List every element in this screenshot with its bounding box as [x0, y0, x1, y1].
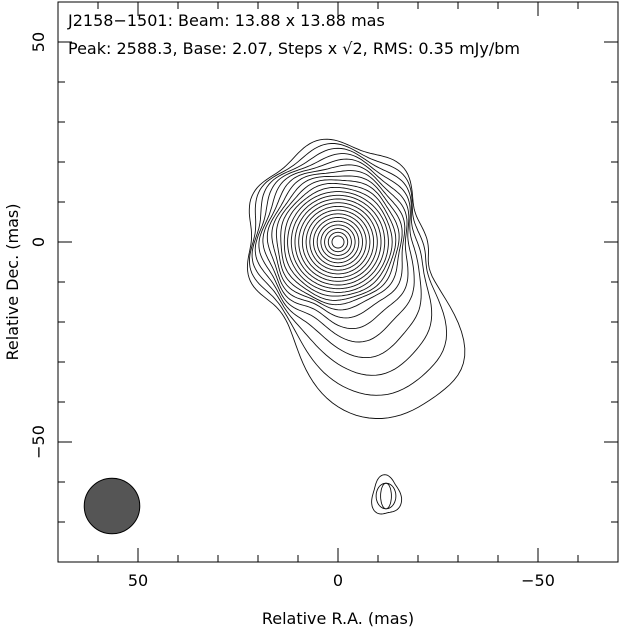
- tick-label: −50: [521, 571, 555, 590]
- core-contour: [298, 202, 378, 282]
- core-contour: [283, 186, 393, 297]
- beam-ellipse: [83, 477, 141, 535]
- y-axis-label: Relative Dec. (mas): [3, 204, 22, 361]
- tick-label: 0: [333, 571, 343, 590]
- core-contour: [251, 147, 433, 376]
- core-contour: [313, 217, 363, 267]
- core-contour: [320, 224, 356, 260]
- core-contour: [287, 191, 389, 293]
- tick-label: 50: [29, 32, 48, 52]
- plot-frame: [57, 1, 619, 563]
- tick-label: −50: [29, 425, 48, 459]
- core-contour: [258, 158, 415, 343]
- core-contour: [254, 153, 422, 359]
- x-axis-label: Relative R.A. (mas): [262, 609, 414, 628]
- core-contour: [290, 194, 386, 290]
- core-contour: [327, 231, 349, 253]
- tick-group: 50 0 −50 50 0 −50: [29, 1, 619, 590]
- core-contour: [266, 170, 406, 319]
- core-contour: [316, 220, 360, 264]
- core-contour: [305, 209, 371, 275]
- core-contour: [280, 182, 397, 301]
- core-contour: [309, 213, 367, 271]
- core-contour: [271, 175, 403, 311]
- core-contour: [331, 235, 345, 249]
- core-contour: [294, 198, 382, 286]
- header-stats: Peak: 2588.3, Base: 2.07, Steps x √2, RM…: [68, 39, 520, 58]
- core-contour: [249, 143, 448, 396]
- core-contour: [246, 138, 466, 419]
- core-contour: [275, 179, 400, 306]
- contour-group: [246, 138, 466, 515]
- secondary-contour: [375, 482, 397, 510]
- core-contour: [262, 164, 409, 330]
- header-title: J2158−1501: Beam: 13.88 x 13.88 mas: [67, 11, 385, 30]
- tick-label: 0: [29, 237, 48, 247]
- tick-label: 50: [128, 571, 148, 590]
- core-contour: [301, 205, 375, 279]
- core-contour: [324, 228, 352, 256]
- secondary-contour: [380, 482, 392, 510]
- secondary-contour: [371, 474, 403, 515]
